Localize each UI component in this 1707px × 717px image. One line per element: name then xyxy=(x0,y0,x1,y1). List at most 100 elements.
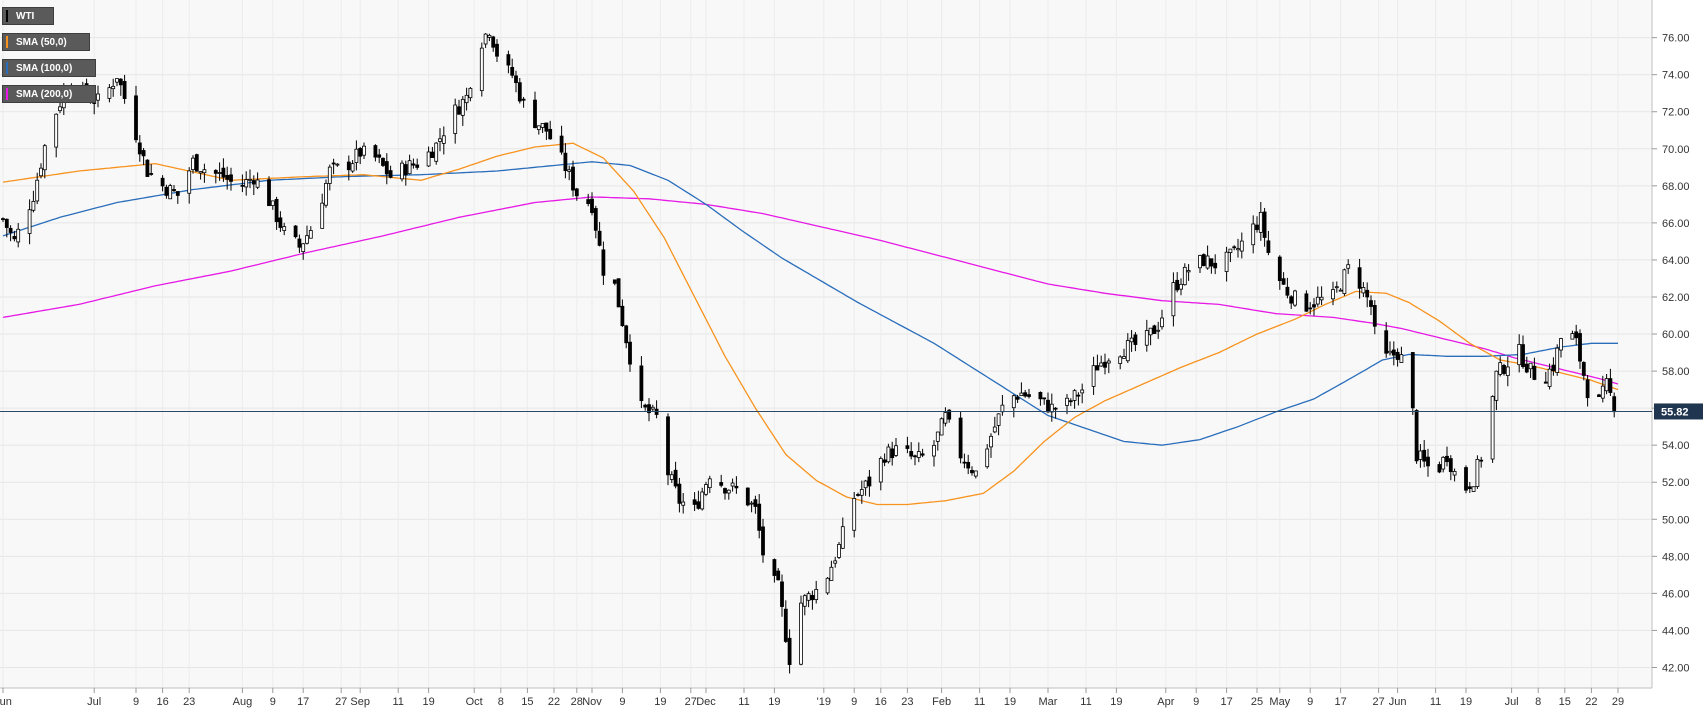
candle-body-up xyxy=(335,163,340,166)
candle xyxy=(1011,394,1016,418)
candle-body-down xyxy=(1038,392,1043,400)
candle-body-down xyxy=(723,488,727,494)
candle xyxy=(1027,388,1031,399)
legend-swatch-sma-100 xyxy=(6,62,8,74)
candle xyxy=(1547,363,1552,390)
candle-body-up xyxy=(707,478,712,489)
candle xyxy=(1570,330,1575,340)
candle xyxy=(833,556,838,568)
candle xyxy=(1080,383,1085,404)
candle xyxy=(1281,272,1286,286)
candle-body-down xyxy=(1133,334,1138,345)
candle xyxy=(810,590,815,610)
candle-body-down xyxy=(1437,464,1442,473)
candle xyxy=(882,453,887,467)
candle xyxy=(1258,202,1263,241)
candle xyxy=(643,403,648,411)
candle xyxy=(1551,357,1556,376)
candle-body-down xyxy=(559,135,564,153)
candle-body-down xyxy=(1448,458,1453,473)
candle xyxy=(225,166,230,190)
candle xyxy=(35,172,40,205)
candle xyxy=(324,179,328,208)
candle xyxy=(787,629,792,674)
candle xyxy=(1201,253,1206,267)
candle xyxy=(1262,207,1267,247)
legend-item-sma-200[interactable]: SMA (200,0) xyxy=(2,85,96,103)
candle-body-up xyxy=(833,560,838,564)
candle xyxy=(1372,300,1377,335)
candle xyxy=(244,171,249,196)
candle-body-up xyxy=(1418,450,1423,460)
candle-body-up xyxy=(1228,248,1233,253)
candle-body-down xyxy=(149,173,154,175)
candle-body-down xyxy=(810,594,815,601)
candle xyxy=(1414,409,1419,464)
legend-item-wti[interactable]: WTI xyxy=(2,7,54,25)
candle-body-up xyxy=(916,451,921,458)
candle-body-down xyxy=(1384,330,1389,354)
candle xyxy=(221,158,226,182)
candle xyxy=(248,169,252,189)
candle-body-up xyxy=(730,482,735,487)
x-tick-label: 19 xyxy=(654,696,666,708)
candle xyxy=(213,169,218,184)
candle-body-up xyxy=(39,167,43,177)
candle xyxy=(536,125,541,135)
candle-body-up xyxy=(1604,378,1609,392)
candle xyxy=(966,454,971,475)
candle xyxy=(251,175,256,196)
candle xyxy=(327,164,332,191)
candle xyxy=(1232,245,1237,251)
legend-item-sma-100[interactable]: SMA (100,0) xyxy=(2,59,96,77)
x-tick-label: 8 xyxy=(498,696,504,708)
candle xyxy=(559,125,564,155)
candle xyxy=(1312,298,1316,316)
candle-body-up xyxy=(1258,211,1263,233)
candle-body-up xyxy=(1239,240,1244,252)
candle xyxy=(1213,254,1218,275)
candle xyxy=(856,492,860,497)
candle-body-up xyxy=(1331,289,1335,300)
y-tick-label: 50.00 xyxy=(1662,514,1690,526)
candle xyxy=(1502,363,1506,376)
candle xyxy=(696,490,701,510)
x-tick-label: 11 xyxy=(1430,696,1441,708)
candle xyxy=(1209,258,1214,274)
candle xyxy=(1559,337,1563,358)
candle-body-down xyxy=(141,150,146,157)
candle xyxy=(1251,215,1256,254)
x-tick-label: 9 xyxy=(851,696,857,708)
candle-body-down xyxy=(331,162,336,165)
candle xyxy=(1236,238,1240,258)
candle xyxy=(198,171,203,180)
candle-body-up xyxy=(726,489,731,494)
candle-body-down xyxy=(346,161,351,171)
candle xyxy=(164,184,169,199)
x-tick-label: 19 xyxy=(1004,696,1016,708)
candle xyxy=(916,442,921,463)
candle xyxy=(1106,358,1111,374)
candle-body-down xyxy=(145,159,150,177)
candle-body-up xyxy=(1251,223,1256,246)
y-tick-label: 72.00 xyxy=(1662,107,1690,119)
candle xyxy=(1293,289,1297,307)
candle-body-down xyxy=(620,305,625,327)
candle-body-up xyxy=(1129,337,1134,343)
candle xyxy=(939,417,944,436)
legend-swatch-sma-50 xyxy=(6,36,8,48)
candle-body-up xyxy=(282,226,287,231)
candle-body-up xyxy=(42,145,47,171)
candle xyxy=(574,187,579,201)
legend-item-sma-50[interactable]: SMA (50,0) xyxy=(2,33,90,51)
candle xyxy=(267,176,271,207)
candle xyxy=(757,494,762,539)
candle-body-up xyxy=(464,94,469,104)
candle-body-down xyxy=(388,170,393,178)
candle xyxy=(438,128,442,152)
candle xyxy=(191,155,195,174)
candle-body-up xyxy=(1182,266,1187,286)
candle xyxy=(1129,330,1134,352)
